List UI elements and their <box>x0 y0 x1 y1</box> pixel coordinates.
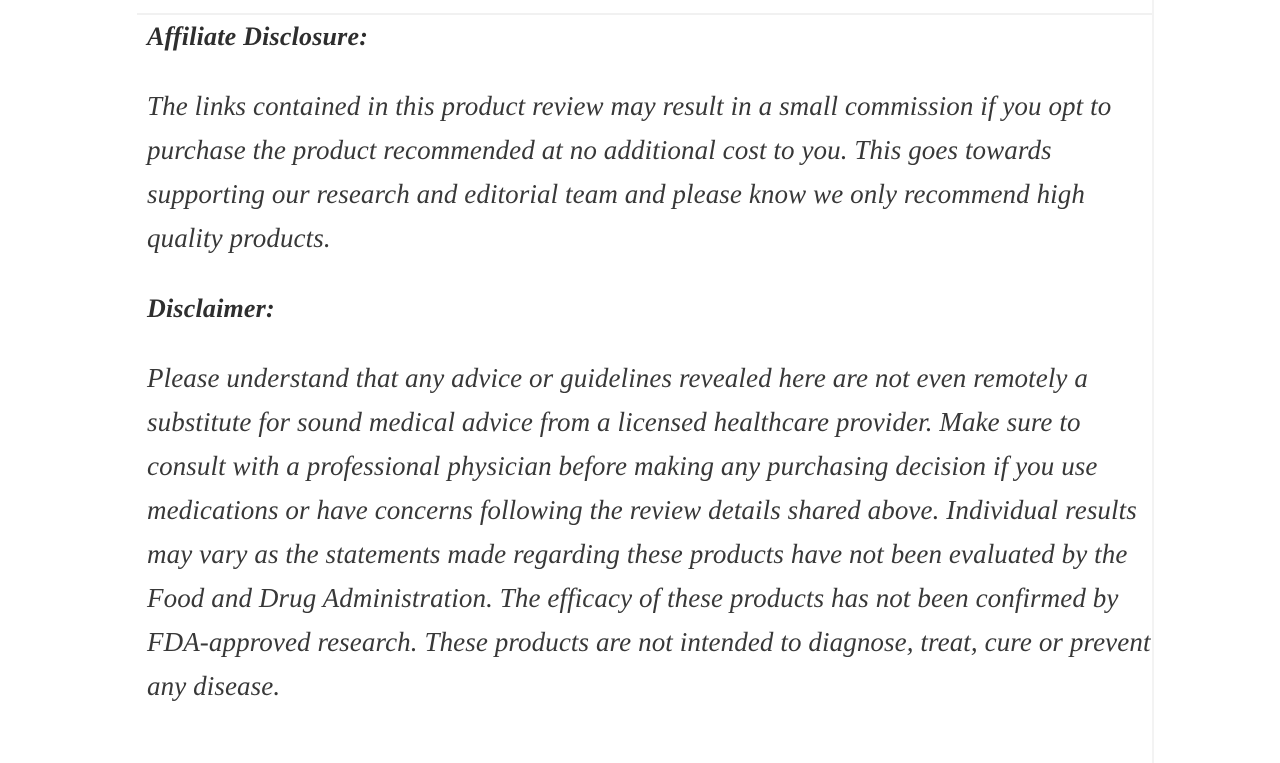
section-disclaimer: Disclaimer: Please understand that any a… <box>147 292 1157 708</box>
section-affiliate-disclosure: Affiliate Disclosure: The links containe… <box>147 20 1157 260</box>
top-divider <box>137 13 1153 15</box>
disclaimer-heading: Disclaimer: <box>147 293 275 323</box>
right-divider <box>1152 0 1154 763</box>
content-area: Affiliate Disclosure: The links containe… <box>147 20 1157 740</box>
affiliate-disclosure-heading: Affiliate Disclosure: <box>147 22 369 51</box>
affiliate-disclosure-paragraph: The links contained in this product revi… <box>147 90 1112 253</box>
disclaimer-paragraph: Please understand that any advice or gui… <box>147 362 1151 701</box>
